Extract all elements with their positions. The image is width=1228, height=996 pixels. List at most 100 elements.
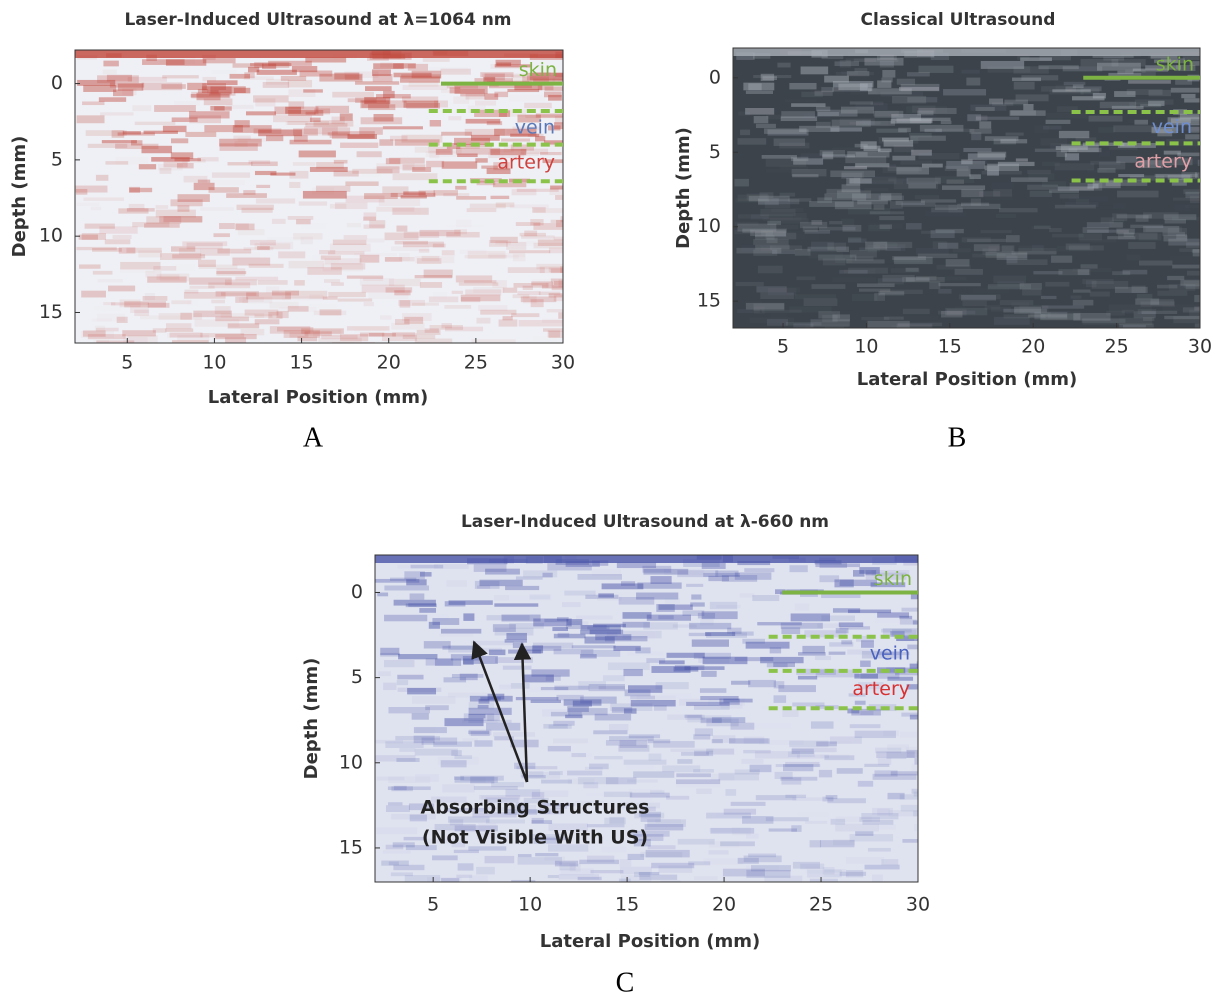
speckle	[734, 657, 774, 662]
speckle	[204, 125, 243, 133]
speckle	[766, 237, 778, 244]
speckle	[486, 722, 521, 731]
y-axis-label: Depth (mm)	[673, 127, 694, 249]
speckle	[453, 849, 479, 854]
speckle	[1080, 264, 1098, 269]
speckle	[729, 738, 769, 743]
speckle	[124, 301, 166, 308]
speckle	[777, 62, 791, 68]
speckle	[153, 266, 177, 271]
speckle	[863, 145, 881, 152]
speckle	[720, 703, 743, 709]
speckle	[807, 869, 842, 878]
speckle	[1041, 305, 1085, 309]
speckle	[344, 74, 362, 80]
speckle	[785, 761, 820, 767]
speckle	[864, 763, 890, 767]
speckle	[735, 198, 770, 203]
speckle	[551, 282, 563, 291]
speckle	[141, 145, 172, 154]
speckle	[1098, 161, 1126, 170]
speckle	[92, 318, 112, 321]
speckle	[750, 229, 786, 237]
speckle	[495, 240, 511, 245]
speckle	[103, 60, 119, 67]
speckle	[1188, 126, 1200, 133]
speckle	[910, 135, 946, 141]
speckle	[219, 138, 262, 147]
speckle	[414, 275, 453, 279]
speckle	[535, 853, 559, 857]
speckle	[987, 284, 1032, 289]
speckle	[855, 831, 874, 836]
speckle	[967, 153, 1006, 160]
speckle	[611, 707, 633, 713]
speckle	[345, 181, 379, 186]
speckle	[1052, 89, 1091, 93]
speckle	[917, 647, 918, 652]
speckle	[464, 254, 507, 259]
speckle	[309, 117, 321, 122]
speckle	[946, 309, 967, 316]
speckle	[368, 292, 408, 299]
speckle	[533, 242, 563, 249]
speckle	[553, 633, 586, 639]
speckle	[177, 194, 210, 202]
speckle	[656, 604, 675, 612]
speckle	[1051, 255, 1073, 263]
speckle	[701, 670, 717, 677]
speckle	[372, 54, 406, 60]
speckle	[815, 106, 831, 112]
y-tick-label: 0	[351, 581, 363, 603]
speckle	[283, 330, 320, 338]
speckle	[94, 306, 122, 311]
speckle	[544, 86, 563, 91]
speckle	[1087, 229, 1129, 233]
speckle	[476, 317, 491, 324]
speckle	[390, 872, 413, 877]
speckle	[287, 305, 309, 312]
speckle	[839, 871, 867, 876]
speckle	[1001, 245, 1015, 253]
speckle	[754, 235, 775, 240]
speckle	[443, 193, 470, 197]
speckle	[865, 241, 888, 250]
speckle	[454, 137, 491, 145]
y-tick-label: 15	[697, 290, 721, 312]
speckle	[991, 306, 1011, 312]
speckle	[302, 190, 347, 199]
speckle	[432, 855, 458, 861]
speckle	[463, 613, 475, 621]
speckle	[838, 83, 868, 91]
speckle	[996, 214, 1016, 219]
speckle	[270, 172, 296, 176]
panel-title: Laser-Induced Ultrasound at λ=1064 nm	[124, 10, 511, 30]
speckle	[785, 287, 800, 292]
speckle	[154, 105, 196, 112]
speckle	[688, 632, 712, 637]
speckle	[385, 805, 410, 813]
speckle	[520, 152, 539, 157]
speckle	[577, 876, 602, 881]
speckle	[1065, 86, 1102, 92]
speckle	[874, 110, 904, 118]
speckle	[1168, 238, 1200, 246]
speckle	[117, 132, 155, 136]
speckle	[670, 748, 714, 752]
y-tick-label: 5	[709, 141, 721, 163]
speckle	[996, 253, 1028, 261]
speckle	[270, 302, 299, 309]
speckle	[703, 573, 741, 577]
speckle	[987, 66, 1031, 73]
speckle	[539, 808, 562, 815]
speckle	[1173, 109, 1188, 115]
speckle	[147, 276, 187, 283]
speckle	[514, 762, 536, 769]
speckle	[274, 106, 319, 115]
speckle	[958, 294, 1001, 300]
speckle	[861, 650, 900, 659]
speckle	[334, 72, 360, 80]
x-tick-label: 20	[1021, 336, 1045, 358]
speckle	[315, 105, 350, 114]
speckle	[495, 202, 515, 208]
